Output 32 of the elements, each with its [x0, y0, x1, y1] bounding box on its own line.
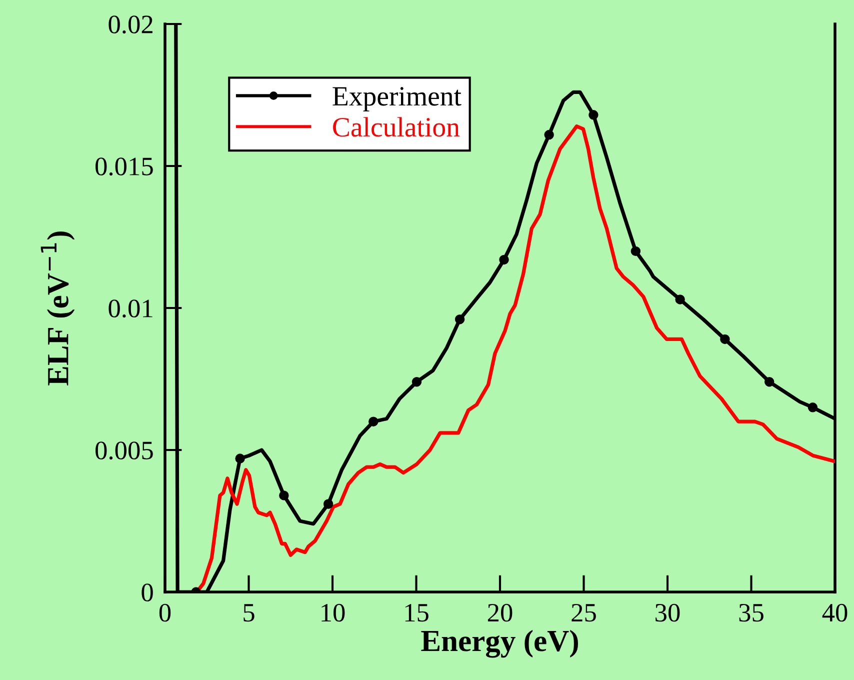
point — [588, 110, 598, 120]
point — [808, 402, 818, 412]
y-tick-label: 0.015 — [96, 158, 153, 176]
point — [454, 314, 465, 324]
x-tick-label: 15 — [405, 604, 428, 622]
point — [368, 416, 378, 426]
point — [235, 454, 245, 464]
point — [720, 334, 730, 344]
y-tick-label: 0 — [142, 584, 153, 602]
x-tick-label: 30 — [656, 604, 680, 622]
x-axis-title: Energy (eV) — [421, 630, 578, 658]
x-tick-label: 40 — [822, 604, 848, 622]
x-tick-label: 20 — [488, 604, 512, 622]
legend-label: Calculation — [333, 117, 460, 137]
x-tick-label: 10 — [322, 604, 345, 622]
point — [675, 294, 685, 304]
point — [630, 246, 641, 256]
point — [764, 376, 774, 387]
x-tick-label: 0 — [159, 604, 171, 622]
x-tick-label: 5 — [244, 604, 254, 622]
y-tick-label: 0.005 — [96, 442, 153, 460]
y-axis-title: ELF (eV$^{−1}$) — [40, 232, 75, 386]
point — [323, 499, 334, 509]
y-tick-label: 0.02 — [108, 16, 152, 34]
y-tick-label: 0.01 — [108, 300, 152, 318]
x-tick-label: 25 — [572, 604, 596, 622]
point — [412, 376, 422, 387]
point — [544, 130, 554, 140]
point — [279, 490, 289, 500]
legend-label: Experiment — [332, 87, 462, 112]
point — [499, 254, 509, 265]
x-tick-label: 35 — [739, 604, 764, 622]
